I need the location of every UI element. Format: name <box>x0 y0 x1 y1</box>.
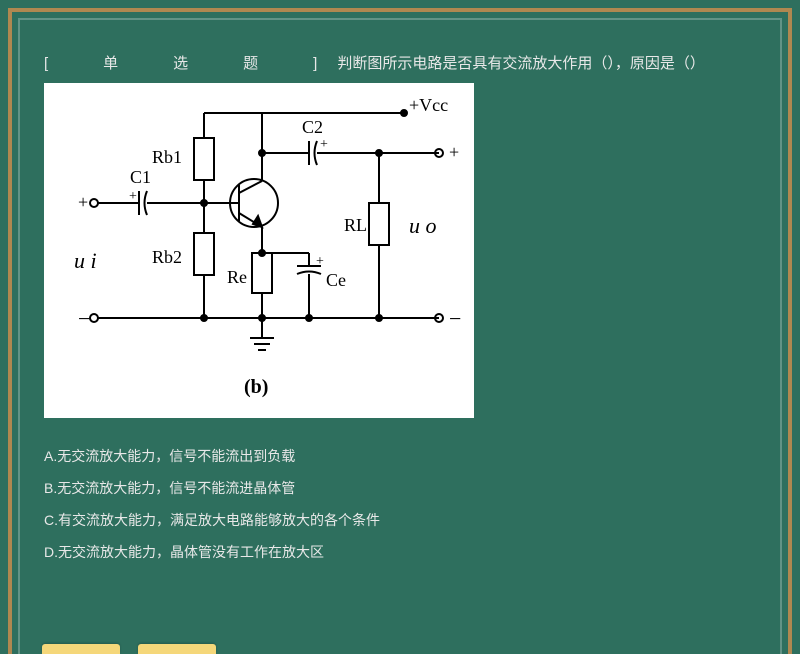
option-d-text: 无交流放大能力，晶体管没有工作在放大区 <box>58 544 324 560</box>
option-d[interactable]: D.无交流放大能力，晶体管没有工作在放大区 <box>44 536 756 568</box>
option-b-text: 无交流放大能力，信号不能流进晶体管 <box>57 480 295 496</box>
terminal-plus-in: + <box>78 192 88 212</box>
option-d-key: D. <box>44 544 58 560</box>
label-c2: C2 <box>302 117 323 137</box>
c2-polarity: + <box>320 137 328 152</box>
terminal-minus-out: − <box>449 306 461 331</box>
label-uo: u o <box>409 213 437 238</box>
option-a-text: 无交流放大能力，信号不能流出到负载 <box>57 448 295 464</box>
option-b-key: B. <box>44 480 57 496</box>
question-line: [ 单 选 题 ] 判断图所示电路是否具有交流放大作用（），原因是（） <box>44 52 756 73</box>
circuit-diagram: +Vcc Rb1 + C1 + <box>44 83 474 418</box>
chalkboard-frame: [ 单 选 题 ] 判断图所示电路是否具有交流放大作用（），原因是（） +Vcc… <box>8 8 792 654</box>
ce-polarity: + <box>316 254 324 269</box>
question-text: 判断图所示电路是否具有交流放大作用（），原因是（） <box>337 52 705 73</box>
option-c[interactable]: C.有交流放大能力，满足放大电路能够放大的各个条件 <box>44 504 756 536</box>
bottom-tabs <box>42 644 216 654</box>
label-rb2: Rb2 <box>152 247 182 267</box>
label-rb1: Rb1 <box>152 147 182 167</box>
label-c1: C1 <box>130 167 151 187</box>
terminal-plus-out: + <box>449 142 459 162</box>
label-ce: Ce <box>326 270 346 290</box>
c1-polarity: + <box>129 189 137 204</box>
option-a[interactable]: A.无交流放大能力，信号不能流出到负载 <box>44 440 756 472</box>
label-vcc: +Vcc <box>409 95 448 115</box>
label-re: Re <box>227 267 247 287</box>
option-c-key: C. <box>44 512 58 528</box>
terminal-minus-in: − <box>78 306 90 331</box>
tab-1 <box>42 644 120 654</box>
label-rl: RL <box>344 215 367 235</box>
options-list: A.无交流放大能力，信号不能流出到负载 B.无交流放大能力，信号不能流进晶体管 … <box>44 440 756 568</box>
tab-2 <box>138 644 216 654</box>
diagram-caption: (b) <box>244 376 268 398</box>
content-area: [ 单 选 题 ] 判断图所示电路是否具有交流放大作用（），原因是（） +Vcc… <box>44 52 756 568</box>
option-b[interactable]: B.无交流放大能力，信号不能流进晶体管 <box>44 472 756 504</box>
label-ui: u i <box>74 248 97 273</box>
question-tag: [ 单 选 题 ] <box>44 52 337 73</box>
option-c-text: 有交流放大能力，满足放大电路能够放大的各个条件 <box>58 512 380 528</box>
option-a-key: A. <box>44 448 57 464</box>
